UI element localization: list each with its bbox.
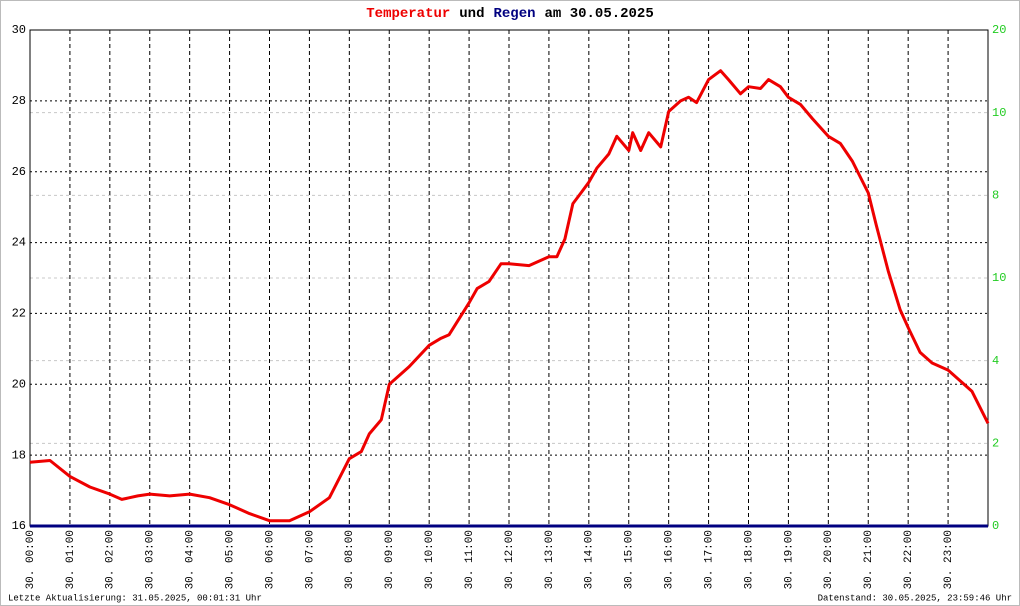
footer-right: Datenstand: 30.05.2025, 23:59:46 Uhr bbox=[818, 593, 1012, 603]
y-tick-label: 20 bbox=[12, 377, 26, 391]
x-tick-label: 30. 05:00 bbox=[224, 530, 236, 589]
x-tick-label: 30. 01:00 bbox=[65, 530, 77, 589]
x-tick-label: 30. 09:00 bbox=[384, 530, 396, 589]
y-tick-label: 24 bbox=[12, 236, 26, 250]
x-tick-label: 30. 11:00 bbox=[464, 530, 476, 589]
x-tick-label: 30. 15:00 bbox=[624, 530, 636, 589]
title-part: Temperatur bbox=[366, 6, 450, 22]
y2-tick-label: 20 bbox=[992, 23, 1006, 37]
x-tick-label: 30. 19:00 bbox=[783, 530, 795, 589]
chart-title: Temperatur und Regen am 30.05.2025 bbox=[366, 6, 653, 22]
x-tick-label: 30. 03:00 bbox=[145, 530, 157, 589]
x-tick-label: 30. 18:00 bbox=[743, 530, 755, 589]
y2-tick-label: 4 bbox=[992, 354, 999, 368]
y2-tick-label: 0 bbox=[992, 519, 999, 533]
title-part: Regen bbox=[494, 6, 536, 22]
y2-tick-label: 10 bbox=[992, 106, 1006, 120]
x-tick-label: 30. 23:00 bbox=[943, 530, 955, 589]
x-tick-label: 30. 22:00 bbox=[903, 530, 915, 589]
x-tick-label: 30. 06:00 bbox=[264, 530, 276, 589]
x-tick-label: 30. 16:00 bbox=[664, 530, 676, 589]
x-tick-label: 30. 17:00 bbox=[703, 530, 715, 589]
x-tick-label: 30. 12:00 bbox=[504, 530, 516, 589]
x-tick-label: 30. 08:00 bbox=[344, 530, 356, 589]
x-tick-label: 30. 00:00 bbox=[25, 530, 37, 589]
y-tick-label: 16 bbox=[12, 519, 26, 533]
x-tick-label: 30. 04:00 bbox=[185, 530, 197, 589]
x-tick-label: 30. 10:00 bbox=[424, 530, 436, 589]
title-part: am 30.05.2025 bbox=[545, 6, 654, 22]
x-tick-label: 30. 21:00 bbox=[863, 530, 875, 589]
series-line bbox=[29, 69, 990, 523]
footer-left: Letzte Aktualisierung: 31.05.2025, 00:01… bbox=[8, 593, 262, 603]
x-tick-label: 30. 13:00 bbox=[544, 530, 556, 589]
x-tick-label: 30. 14:00 bbox=[584, 530, 596, 589]
y2-tick-label: 10 bbox=[992, 271, 1006, 285]
y-tick-label: 26 bbox=[12, 165, 26, 179]
y-tick-label: 28 bbox=[12, 94, 26, 108]
y-tick-label: 22 bbox=[12, 307, 26, 321]
y2-tick-label: 2 bbox=[992, 437, 999, 451]
title-part: und bbox=[459, 6, 484, 22]
y2-tick-label: 8 bbox=[992, 189, 999, 203]
x-tick-label: 30. 02:00 bbox=[105, 530, 117, 589]
x-tick-label: 30. 20:00 bbox=[823, 530, 835, 589]
y-tick-label: 30 bbox=[12, 23, 26, 37]
y-tick-label: 18 bbox=[12, 448, 26, 462]
x-tick-label: 30. 07:00 bbox=[304, 530, 316, 589]
